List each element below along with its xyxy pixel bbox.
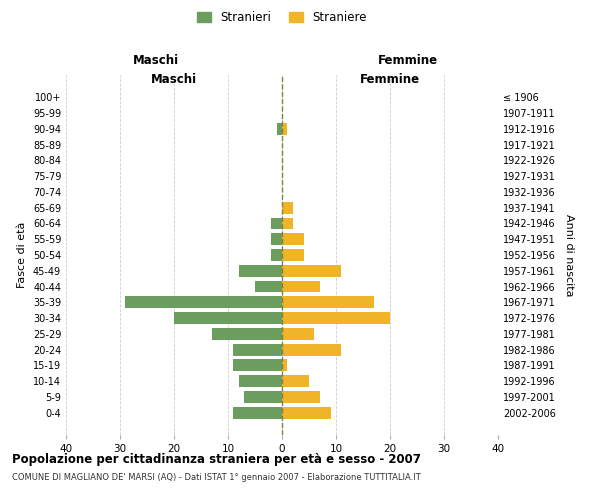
Bar bbox=[282, 376, 309, 387]
Bar bbox=[174, 312, 282, 324]
Bar bbox=[282, 360, 287, 372]
Bar bbox=[271, 218, 282, 230]
Bar bbox=[282, 328, 314, 340]
Bar bbox=[282, 312, 390, 324]
Y-axis label: Fasce di età: Fasce di età bbox=[17, 222, 27, 288]
Text: Popolazione per cittadinanza straniera per età e sesso - 2007: Popolazione per cittadinanza straniera p… bbox=[12, 452, 421, 466]
Text: COMUNE DI MAGLIANO DE' MARSI (AQ) - Dati ISTAT 1° gennaio 2007 - Elaborazione TU: COMUNE DI MAGLIANO DE' MARSI (AQ) - Dati… bbox=[12, 472, 421, 482]
Bar bbox=[277, 123, 282, 134]
Bar bbox=[282, 280, 320, 292]
Bar bbox=[282, 407, 331, 418]
Text: Maschi: Maschi bbox=[133, 54, 179, 68]
Text: Femmine: Femmine bbox=[378, 54, 438, 68]
Bar bbox=[244, 391, 282, 403]
Bar bbox=[255, 280, 282, 292]
Bar bbox=[282, 202, 293, 213]
Bar bbox=[282, 344, 341, 355]
Y-axis label: Anni di nascita: Anni di nascita bbox=[564, 214, 574, 296]
Bar bbox=[239, 376, 282, 387]
Bar bbox=[282, 123, 287, 134]
Bar bbox=[282, 265, 341, 276]
Text: Maschi: Maschi bbox=[151, 73, 197, 86]
Bar bbox=[212, 328, 282, 340]
Bar bbox=[282, 234, 304, 245]
Bar bbox=[282, 249, 304, 261]
Bar bbox=[233, 360, 282, 372]
Bar bbox=[282, 218, 293, 230]
Bar bbox=[282, 296, 374, 308]
Bar bbox=[233, 344, 282, 355]
Bar bbox=[233, 407, 282, 418]
Bar bbox=[239, 265, 282, 276]
Bar bbox=[282, 391, 320, 403]
Bar bbox=[125, 296, 282, 308]
Bar bbox=[271, 249, 282, 261]
Text: Femmine: Femmine bbox=[360, 73, 420, 86]
Bar bbox=[271, 234, 282, 245]
Legend: Stranieri, Straniere: Stranieri, Straniere bbox=[197, 11, 367, 24]
